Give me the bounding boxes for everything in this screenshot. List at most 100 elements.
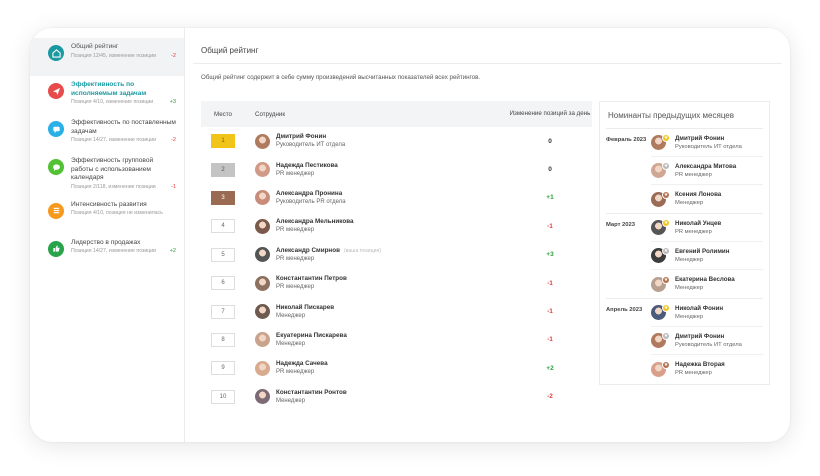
sidebar-item-text: Общий рейтинг Позиция 12/45, изменение по… (71, 43, 176, 59)
avatar[interactable] (255, 247, 270, 263)
employee-name[interactable]: Александр Смирнов (ваша позиция) (276, 247, 381, 255)
nominee-list: ★ Николай Унцев PR менеджер ★ Евгений Ролими… (651, 214, 763, 298)
sidebar-item-position: Позиция 14/27, изменение позиции (71, 248, 157, 255)
avatar[interactable] (255, 389, 270, 405)
nominee-name[interactable]: Николай Фонин (675, 304, 724, 312)
your-position-note: (ваша позиция) (343, 247, 382, 254)
place-cell: 7 (201, 304, 245, 319)
employee-name-text: Екуатерина Пискарева (276, 331, 347, 339)
employee-info: Дмитрий Фонин Руководитель ИТ отдела (276, 133, 345, 149)
table-row[interactable]: 4 Александра Мельникова PR менеджер -1 (201, 212, 592, 240)
nominee-avatar-wrap: ★ (651, 190, 670, 207)
nominee-role: PR менеджер (675, 370, 712, 376)
medal-icon: ★ (662, 247, 670, 255)
place-badge: 1 (211, 134, 235, 149)
nominee-item[interactable]: ★ Дмитрий Фонин Руководитель ИТ отдела (651, 129, 763, 157)
employee-name[interactable]: Константантин Ронтов (276, 389, 347, 397)
sidebar-item-meta: Позиция 12/45, изменение позиции -2 (71, 53, 176, 59)
employee-name[interactable]: Александра Мельникова (276, 218, 354, 226)
employee-name[interactable]: Николай Пискарев (276, 304, 334, 312)
avatar[interactable] (255, 304, 270, 320)
avatar[interactable] (255, 360, 270, 376)
change-cell: -1 (547, 222, 553, 230)
employee-info: Константантин Петров PR менеджер (276, 275, 347, 291)
employee-role: Руководитель PR отдела (276, 198, 346, 205)
app-window: Общий рейтинг Позиция 12/45, изменение по… (30, 28, 790, 442)
place-badge: 6 (211, 276, 235, 291)
sidebar-item-2[interactable]: Эффективность по поставленным задачам Поз… (30, 114, 184, 152)
table-row[interactable]: 10 Константантин Ронтов Менеджер -2 (201, 383, 592, 411)
change-cell: +3 (546, 251, 554, 259)
nominee-group: Февраль 2023 ★ Дмитрий Фонин Руководитель И… (606, 128, 763, 213)
nominee-item[interactable]: ★ Александра Митова PR менеджер (651, 157, 763, 185)
nominee-info: Ксения Лонова Менеджер (675, 191, 721, 207)
table-row[interactable]: 3 Александра Пронина Руководитель PR отдел… (201, 184, 592, 212)
employee-name[interactable]: Надежда Сачева (276, 360, 328, 368)
page-description: Общий рейтинг содержит в себе сумму прои… (201, 74, 481, 81)
avatar[interactable] (255, 133, 270, 149)
medal-icon: ★ (662, 134, 670, 142)
nominee-item[interactable]: ★ Екатерина Веслова Менеджер (651, 270, 763, 298)
nominee-name[interactable]: Александра Митова (675, 162, 737, 170)
place-badge: 2 (211, 162, 235, 177)
nominee-item[interactable]: ★ Николай Унцев PR менеджер (651, 214, 763, 242)
medal-icon: ★ (662, 360, 670, 369)
sidebar-item-position: Позиция 4/10, изменение позиции (71, 99, 154, 106)
avatar[interactable] (255, 275, 270, 291)
sidebar-item-5[interactable]: Лидерство в продажах Позиция 14/27, измен… (30, 234, 184, 272)
avatar[interactable] (255, 218, 270, 234)
avatar[interactable] (255, 332, 270, 348)
nominee-name[interactable]: Дмитрий Фонин (675, 134, 725, 142)
nominee-name[interactable]: Надежка Вторая (675, 361, 725, 368)
sidebar-item-4[interactable]: Интенсивность развития Позиция 4/10, пози… (30, 196, 184, 234)
nominee-item[interactable]: ★ Николай Фонин Менеджер (651, 299, 763, 327)
employee-name[interactable]: Константантин Петров (276, 275, 347, 283)
nominee-name[interactable]: Дмитрий Фонин (675, 332, 725, 340)
sidebar-item-label: Интенсивность развития (71, 200, 147, 208)
medal-icon: ★ (662, 219, 670, 227)
sidebar-item-text: Интенсивность развития Позиция 4/10, пози… (71, 201, 176, 217)
table-row[interactable]: 5 Александр Смирнов (ваша позиция) PR менед… (201, 241, 592, 269)
table-row[interactable]: 2 Надежда Пестикова PR менеджер 0 (201, 155, 592, 183)
avatar[interactable] (255, 190, 270, 206)
employee-name[interactable]: Екуатерина Пискарева (276, 332, 347, 340)
nominee-role: Руководитель ИТ отдела (675, 341, 742, 348)
nominee-name[interactable]: Екатерина Веслова (675, 276, 735, 283)
employee-name-text: Дмитрий Фонин (276, 133, 327, 141)
employee-name[interactable]: Надежда Пестикова (276, 162, 338, 170)
place-cell: 5 (201, 247, 245, 262)
nominee-name[interactable]: Николай Унцев (675, 219, 722, 227)
table-row[interactable]: 9 Надежда Сачева PR менеджер +2 (201, 354, 592, 382)
employee-cell: Александр Смирнов (ваша позиция) PR менедж… (245, 247, 508, 263)
nominee-avatar-wrap: ★ (651, 360, 670, 377)
employee-role: Менеджер (276, 312, 306, 319)
table-row[interactable]: 7 Николай Пискарев Менеджер -1 (201, 297, 592, 325)
sidebar-item-0[interactable]: Общий рейтинг Позиция 12/45, изменение по… (30, 38, 184, 76)
nominee-item[interactable]: ★ Дмитрий Фонин Руководитель ИТ отдела (651, 327, 763, 355)
nominee-item[interactable]: ★ Евгений Ролимин Менеджер (651, 242, 763, 270)
employee-cell: Александра Пронина Руководитель PR отдела (245, 190, 508, 206)
nominee-name[interactable]: Ксения Лонова (675, 191, 722, 198)
nominee-role: PR менеджер (675, 171, 712, 178)
employee-cell: Надежда Пестикова PR менеджер (245, 162, 508, 178)
nominee-info: Николай Фонин Менеджер (675, 305, 723, 321)
nominee-item[interactable]: ★ Надежка Вторая PR менеджер (651, 355, 763, 383)
nominee-name[interactable]: Евгений Ролимин (675, 247, 730, 255)
table-row[interactable]: 1 Дмитрий Фонин Руководитель ИТ отдела 0 (201, 127, 592, 155)
sidebar: Общий рейтинг Позиция 12/45, изменение по… (30, 28, 185, 442)
employee-name-text: Константантин Петров (276, 275, 347, 283)
table-row[interactable]: 8 Екуатерина Пискарева Менеджер -1 (201, 326, 592, 354)
employee-name[interactable]: Дмитрий Фонин (276, 133, 345, 141)
nominee-item[interactable]: ★ Ксения Лонова Менеджер (651, 185, 763, 213)
sidebar-item-delta: -1 (171, 183, 176, 190)
table-header: Место Сотрудник Изменение позиций за ден… (201, 101, 592, 127)
sidebar-item-3[interactable]: Эффективность групповой работы с использ… (30, 152, 184, 196)
page-title: Общий рейтинг (193, 38, 782, 64)
sidebar-item-1[interactable]: Эффективность по исполняемым задачам Пози… (30, 76, 184, 114)
table-row[interactable]: 6 Константантин Петров PR менеджер -1 (201, 269, 592, 297)
employee-cell: Николай Пискарев Менеджер (245, 304, 508, 320)
avatar[interactable] (255, 162, 270, 178)
sidebar-item-meta: Позиция 2/118, изменение позиции -1 (71, 184, 176, 190)
medal-icon: ★ (662, 332, 670, 340)
employee-name[interactable]: Александра Пронина (276, 190, 346, 198)
